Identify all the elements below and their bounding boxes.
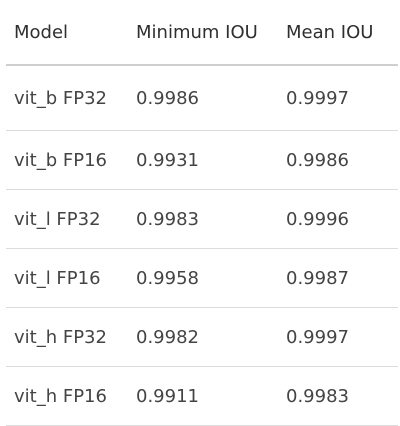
cell-mean-iou: 0.9997 (278, 65, 398, 131)
cell-mean-iou: 0.9983 (278, 366, 398, 426)
cell-minimum-iou: 0.9983 (128, 189, 278, 249)
cell-model: vit_l FP32 (6, 189, 128, 249)
cell-model: vit_h FP16 (6, 366, 128, 426)
table-row: vit_l FP16 0.9958 0.9987 (6, 248, 398, 308)
table-row: vit_h FP16 0.9911 0.9983 (6, 366, 398, 426)
cell-mean-iou: 0.9986 (278, 130, 398, 190)
table-row: vit_h FP32 0.9982 0.9997 (6, 307, 398, 367)
header-row: Model Minimum IOU Mean IOU (6, 0, 398, 66)
cell-mean-iou: 0.9997 (278, 307, 398, 367)
cell-minimum-iou: 0.9986 (128, 65, 278, 131)
header-mean-iou: Mean IOU (278, 0, 398, 66)
cell-mean-iou: 0.9996 (278, 189, 398, 249)
header-model: Model (6, 0, 128, 66)
cell-model: vit_b FP32 (6, 65, 128, 131)
cell-mean-iou: 0.9987 (278, 248, 398, 308)
cell-model: vit_l FP16 (6, 248, 128, 308)
cell-model: vit_h FP32 (6, 307, 128, 367)
cell-minimum-iou: 0.9931 (128, 130, 278, 190)
header-minimum-iou: Minimum IOU (128, 0, 278, 66)
table-row: vit_b FP16 0.9931 0.9986 (6, 130, 398, 190)
cell-model: vit_b FP16 (6, 130, 128, 190)
table-header: Model Minimum IOU Mean IOU (6, 0, 398, 66)
table-row: vit_b FP32 0.9986 0.9997 (6, 65, 398, 131)
cell-minimum-iou: 0.9982 (128, 307, 278, 367)
table-row: vit_l FP32 0.9983 0.9996 (6, 189, 398, 249)
iou-table: Model Minimum IOU Mean IOU vit_b FP32 0.… (6, 0, 398, 426)
cell-minimum-iou: 0.9958 (128, 248, 278, 308)
table-body: vit_b FP32 0.9986 0.9997 vit_b FP16 0.99… (6, 65, 398, 426)
cell-minimum-iou: 0.9911 (128, 366, 278, 426)
